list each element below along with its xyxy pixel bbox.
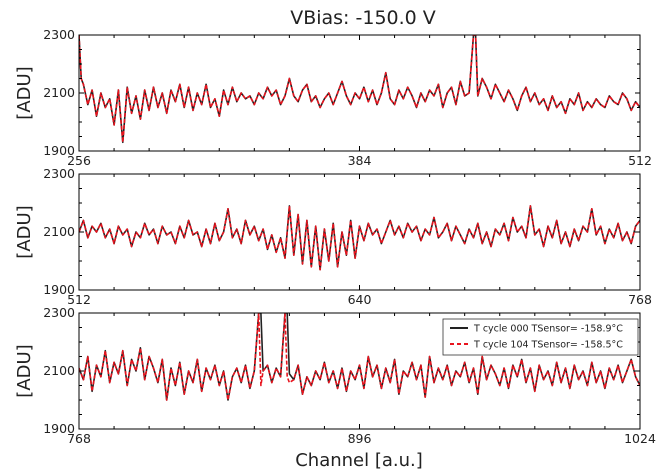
x-tick-label: 256 <box>67 153 91 168</box>
series-line-2 <box>79 35 640 144</box>
series-line-1 <box>79 35 640 144</box>
y-tick-label: 2100 <box>43 224 75 239</box>
x-tick-label: 640 <box>348 292 372 307</box>
series-line-2 <box>79 205 640 271</box>
y-axis-label: [ADU] <box>14 205 35 258</box>
y-axis-label: [ADU] <box>14 66 35 119</box>
series-line-2 <box>79 313 640 401</box>
x-tick-label: 512 <box>67 292 91 307</box>
y-axis-label: [ADU] <box>14 344 35 397</box>
chart-title: VBias: -150.0 V <box>290 7 436 29</box>
y-tick-label: 1900 <box>43 421 75 436</box>
y-tick-label: 2300 <box>43 305 75 320</box>
legend-box <box>442 318 639 356</box>
x-tick-label: 1024 <box>624 431 656 446</box>
x-tick-label: 768 <box>628 292 652 307</box>
y-tick-label: 2100 <box>43 363 75 378</box>
panel-2: 1900 2100 2300 512 640 768 [ADU] <box>14 166 652 307</box>
y-tick-label: 2100 <box>43 85 75 100</box>
y-tick-label: 1900 <box>43 143 75 158</box>
legend-label-series-1: T cycle 000 TSensor= -158.9°C <box>473 324 623 335</box>
y-tick-label: 1900 <box>43 282 75 297</box>
plot-frame <box>78 34 641 152</box>
legend: T cycle 000 TSensor= -158.9°C T cycle 10… <box>442 318 639 356</box>
x-tick-label: 768 <box>67 431 91 446</box>
y-tick-label: 2300 <box>43 27 75 42</box>
x-tick-label: 896 <box>348 431 372 446</box>
legend-label-series-2: T cycle 104 TSensor= -158.5°C <box>473 340 623 351</box>
panel-1: 1900 2100 2300 256 384 512 [ADU] <box>14 27 652 168</box>
y-tick-label: 2300 <box>43 166 75 181</box>
series-line-1 <box>79 205 640 271</box>
x-tick-label: 384 <box>348 153 372 168</box>
x-axis-label: Channel [a.u.] <box>295 450 423 469</box>
x-tick-label: 512 <box>628 153 652 168</box>
panel-3: 1900 2100 2300 768 896 1024 [ADU] <box>14 305 656 446</box>
